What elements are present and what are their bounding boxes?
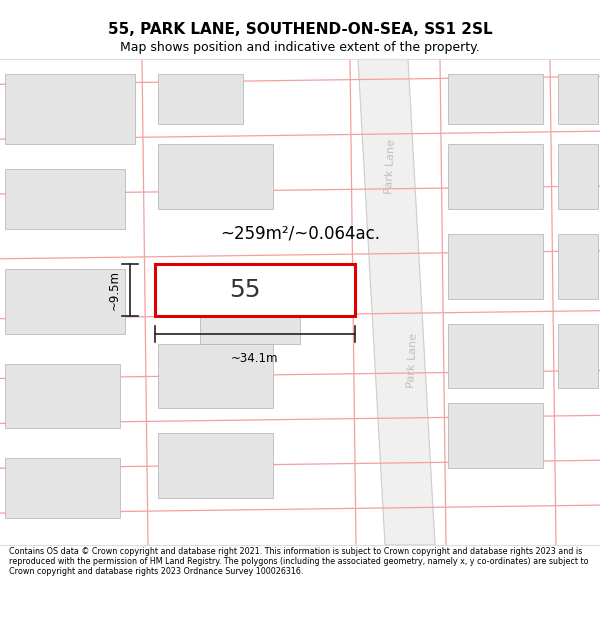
Text: 55: 55	[229, 278, 261, 302]
Bar	[448, 74, 543, 124]
Text: Map shows position and indicative extent of the property.: Map shows position and indicative extent…	[120, 41, 480, 54]
Bar	[158, 344, 273, 408]
Text: ~9.5m: ~9.5m	[107, 270, 121, 310]
Text: Park Lane: Park Lane	[383, 138, 397, 194]
Text: Park Lane: Park Lane	[406, 333, 418, 388]
Bar	[5, 364, 120, 428]
Bar	[5, 458, 120, 518]
Text: ~259m²/~0.064ac.: ~259m²/~0.064ac.	[220, 225, 380, 243]
Bar	[448, 144, 543, 209]
Bar	[448, 403, 543, 468]
Bar	[448, 234, 543, 299]
Bar	[5, 169, 125, 229]
Bar	[158, 144, 273, 209]
Bar	[558, 324, 598, 389]
Text: ~34.1m: ~34.1m	[231, 351, 279, 364]
Bar	[558, 144, 598, 209]
Polygon shape	[358, 59, 435, 545]
Bar	[158, 433, 273, 498]
Bar	[448, 324, 543, 389]
Text: 55, PARK LANE, SOUTHEND-ON-SEA, SS1 2SL: 55, PARK LANE, SOUTHEND-ON-SEA, SS1 2SL	[107, 22, 493, 38]
Bar	[200, 279, 300, 344]
Bar	[558, 234, 598, 299]
Bar	[155, 264, 355, 316]
Bar	[5, 74, 135, 144]
Bar	[5, 269, 125, 334]
Bar	[158, 74, 243, 124]
Bar	[558, 74, 598, 124]
Text: Contains OS data © Crown copyright and database right 2021. This information is : Contains OS data © Crown copyright and d…	[9, 547, 589, 576]
